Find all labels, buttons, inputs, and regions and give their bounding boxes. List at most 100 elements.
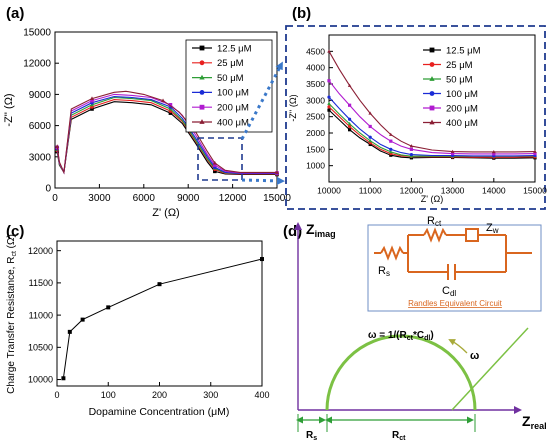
series-line (328, 96, 536, 157)
legend-label: 400 μM (217, 117, 249, 128)
legend-label: 12.5 μM (217, 43, 252, 54)
x-tick-label: 14000 (482, 186, 506, 196)
legend-marker (429, 62, 435, 67)
x-tick-label: 200 (152, 390, 167, 400)
series-marker (327, 49, 331, 53)
series-marker (389, 139, 393, 143)
series-marker (347, 121, 352, 126)
y-tick-label: 11000 (29, 310, 53, 320)
panel-b-legend: 12.5 μM 25 μM 50 μM 100 μM 200 μM 400 μM (423, 45, 481, 129)
series-marker (450, 149, 455, 153)
panel-b-y-axis-label: -Z'' (Ω) (288, 94, 298, 121)
circuit-label-cdl: Cdl (442, 285, 456, 298)
y-tick-label: 1000 (306, 161, 325, 171)
panel-c: (c) 10000 10500 11000 11500 12000 0 100 200 300… (6, 223, 270, 418)
panel-d: (d) Zimag Zreal Rs Rct Zw Cdl R (283, 215, 547, 442)
panel-b-outer-frame (285, 25, 546, 210)
series-marker (275, 170, 279, 174)
legend-marker (429, 76, 435, 81)
x-tick-label: 400 (254, 390, 269, 400)
legend-label: 200 μM (217, 103, 249, 114)
resistor-rs (380, 245, 404, 261)
series-marker (327, 79, 331, 83)
series-marker (348, 124, 352, 129)
circuit-caption: Randles Equivalent Circuit (408, 299, 503, 308)
y-tick-label: 6000 (29, 121, 52, 132)
panel-a-y-ticks: 0 3000 6000 9000 12000 15000 (23, 28, 59, 195)
panel-d-y-axis-label: Zimag (306, 221, 336, 239)
y-tick-label: 3000 (29, 152, 52, 163)
series-marker (327, 101, 331, 105)
x-tick-label: 0 (52, 193, 58, 204)
data-point (157, 282, 162, 287)
panel-b-series (327, 49, 537, 160)
warburg-diffusion-line (451, 327, 529, 411)
panel-a-plot-frame (54, 31, 278, 189)
series-line (62, 258, 263, 379)
x-tick-label: 6000 (133, 193, 156, 204)
panel-a-x-axis-label: Z' (Ω) (152, 207, 179, 219)
y-tick-label: 10000 (28, 375, 53, 385)
zoom-arrow-lower (241, 176, 285, 185)
y-tick-label: 11500 (29, 278, 53, 288)
y-tick-label: 12000 (23, 59, 51, 70)
series-marker (533, 151, 537, 156)
circuit-label-rs: Rs (378, 265, 390, 278)
legend-label: 50 μM (446, 74, 473, 85)
series-line (328, 51, 536, 153)
series-marker (327, 108, 331, 112)
legend-marker (199, 60, 205, 66)
y-tick-label: 3000 (306, 95, 325, 105)
panel-a-legend: 12.5 μM 25 μM 50 μM 100 μM 200 μM 400 μM (185, 39, 273, 133)
panel-b: (b) 1000 1500 2000 2500 3000 3500 4000 4500 100… (285, 5, 547, 210)
series-marker (327, 95, 331, 99)
panel-a-x-ticks: 0 3000 6000 9000 12000 15000 (52, 184, 291, 204)
legend-marker (429, 105, 435, 111)
series-marker (451, 151, 455, 156)
y-tick-label: 10500 (28, 342, 53, 352)
series-marker (348, 103, 352, 107)
panel-a-zoom-box (197, 137, 243, 181)
panel-a-series (55, 90, 279, 177)
panel-c-series (61, 257, 264, 381)
legend-label: 12.5 μM (446, 45, 481, 56)
rct-label: Rct (392, 430, 406, 442)
legend-marker (199, 45, 205, 51)
data-point (106, 305, 111, 310)
series-marker (55, 144, 60, 148)
series-marker (389, 150, 393, 154)
warburg-element (465, 228, 479, 242)
series-marker (161, 98, 166, 103)
panel-c-y-ticks: 10000 10500 11000 11500 12000 (28, 246, 61, 385)
series-line (328, 106, 536, 158)
legend-label: 200 μM (446, 103, 478, 114)
x-tick-label: 11000 (359, 186, 382, 196)
randles-circuit (374, 227, 532, 280)
legend-label: 400 μM (446, 118, 478, 129)
legend-marker (429, 47, 435, 53)
y-tick-label: 2500 (306, 112, 325, 122)
series-marker (90, 107, 94, 111)
legend-label: 100 μM (446, 89, 478, 100)
panel-c-label: (c) (6, 223, 24, 240)
series-marker (212, 160, 217, 165)
y-tick-label: 15000 (23, 28, 51, 39)
legend-marker (199, 104, 205, 110)
panel-c-x-ticks: 0 100 200 300 400 (54, 382, 270, 400)
series-marker (409, 152, 413, 157)
series-marker (90, 98, 94, 103)
panel-a-legend-box (185, 39, 273, 133)
series-marker (492, 150, 496, 154)
panel-b-plot-frame (328, 34, 536, 183)
panel-b-y-ticks: 1000 1500 2000 2500 3000 3500 4000 4500 (306, 46, 333, 171)
legend-label: 25 μM (446, 60, 473, 71)
data-point (80, 317, 85, 322)
legend-marker (199, 90, 205, 95)
data-point (260, 257, 264, 262)
panel-d-x-axis-label: Zreal (522, 413, 547, 431)
panel-c-x-axis-label: Dopamine Concentration (μM) (89, 406, 230, 418)
series-marker (348, 128, 352, 132)
x-tick-label: 100 (101, 390, 116, 400)
x-tick-label: 10000 (317, 186, 341, 196)
panel-b-label: (b) (292, 5, 311, 22)
